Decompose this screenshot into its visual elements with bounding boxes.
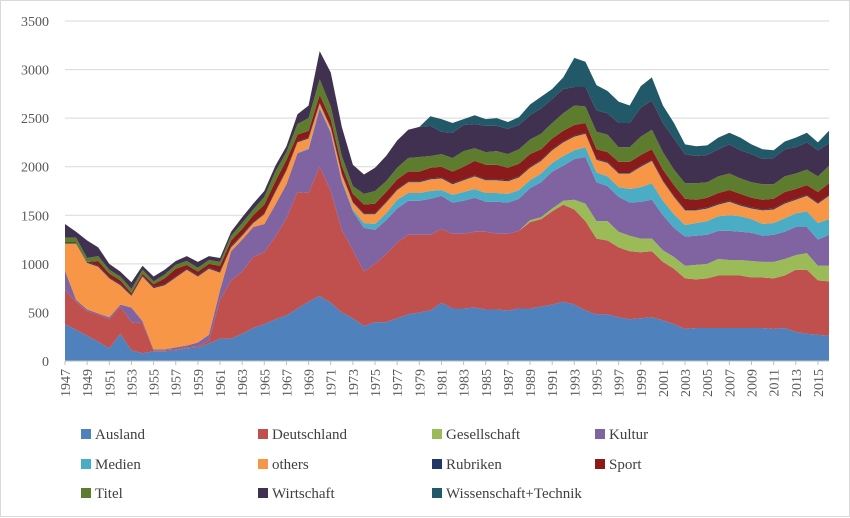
x-tick-label: 1951 <box>103 369 118 397</box>
y-tick-label: 1500 <box>21 209 49 224</box>
x-tick-label: 2005 <box>701 369 716 397</box>
x-tick-label: 2013 <box>790 369 805 397</box>
x-tick-label: 2007 <box>723 369 738 397</box>
area-wirtschaft <box>65 51 829 290</box>
area-kultur <box>65 108 829 351</box>
x-tick-label: 1963 <box>236 369 251 397</box>
y-tick-label: 2000 <box>21 161 49 176</box>
x-tick-label: 1967 <box>280 369 295 397</box>
x-tick-label: 1961 <box>214 369 229 397</box>
x-tick-label: 1953 <box>125 369 140 397</box>
x-tick-label: 1997 <box>613 369 628 397</box>
x-tick-label: 1989 <box>524 369 539 397</box>
x-tick-label: 2003 <box>679 369 694 397</box>
legend-label-gesellschaft: Gesellschaft <box>446 427 521 443</box>
area-wissenschaft-technik <box>65 51 829 283</box>
legend-swatch-others <box>258 459 268 469</box>
area-sport <box>65 94 829 295</box>
legend-label-wirtschaft: Wirtschaft <box>272 486 336 502</box>
legend: Ausland Deutschland Gesellschaft Kultur Medi… <box>81 427 648 502</box>
legend-swatch-wirtschaft <box>258 488 268 498</box>
x-tick-label: 1995 <box>590 369 605 397</box>
legend-swatch-gesellschaft <box>432 429 442 439</box>
area-medien <box>65 107 829 350</box>
y-tick-label: 2500 <box>21 112 49 127</box>
y-tick-label: 0 <box>42 355 49 370</box>
area-rubriken <box>65 102 829 296</box>
x-axis-ticks: 1947 1949 1951 1953 1955 1957 1959 1961 1963 1965… <box>59 361 827 397</box>
legend-label-medien: Medien <box>95 457 141 473</box>
legend-swatch-titel <box>81 488 91 498</box>
x-tick-label: 1959 <box>192 369 207 397</box>
legend-label-others: others <box>272 457 309 473</box>
legend-label-wissenschaft-technik: Wissenschaft+Technik <box>446 486 582 502</box>
x-tick-label: 1955 <box>148 369 163 397</box>
x-tick-label: 2009 <box>745 369 760 397</box>
x-tick-label: 1993 <box>568 369 583 397</box>
legend-swatch-wissenschaft-technik <box>432 488 442 498</box>
x-tick-label: 1975 <box>369 369 384 397</box>
legend-label-sport: Sport <box>609 457 642 473</box>
area-ausland <box>65 295 829 361</box>
x-tick-label: 1983 <box>458 369 473 397</box>
legend-label-titel: Titel <box>95 486 123 502</box>
x-tick-label: 1971 <box>325 369 340 397</box>
legend-label-rubriken: Rubriken <box>446 457 502 473</box>
legend-label-deutschland: Deutschland <box>272 427 347 443</box>
x-tick-label: 1991 <box>546 369 561 397</box>
x-tick-label: 2015 <box>812 369 827 397</box>
legend-label-kultur: Kultur <box>609 427 648 443</box>
x-tick-label: 1965 <box>258 369 273 397</box>
x-tick-label: 2011 <box>768 369 783 396</box>
x-tick-label: 2001 <box>657 369 672 397</box>
x-tick-label: 1999 <box>635 369 650 397</box>
area-titel <box>65 79 829 293</box>
y-tick-label: 500 <box>28 306 49 321</box>
series-areas <box>65 51 829 361</box>
x-tick-label: 1973 <box>347 369 362 397</box>
x-tick-label: 1957 <box>170 369 185 397</box>
x-tick-label: 1977 <box>391 369 406 397</box>
x-tick-label: 1947 <box>59 369 74 397</box>
x-tick-label: 1969 <box>303 369 318 397</box>
x-tick-label: 1979 <box>413 369 428 397</box>
x-tick-label: 1949 <box>81 369 96 397</box>
legend-swatch-sport <box>595 459 605 469</box>
legend-swatch-medien <box>81 459 91 469</box>
legend-swatch-rubriken <box>432 459 442 469</box>
x-tick-label: 1981 <box>435 369 450 397</box>
legend-swatch-kultur <box>595 429 605 439</box>
legend-label-ausland: Ausland <box>95 427 145 443</box>
y-tick-label: 3500 <box>21 15 49 30</box>
area-deutschland <box>65 166 829 354</box>
legend-swatch-deutschland <box>258 429 268 439</box>
y-tick-label: 3000 <box>21 64 49 79</box>
x-tick-label: 1985 <box>480 369 495 397</box>
legend-swatch-ausland <box>81 429 91 439</box>
y-axis-ticks: 0 500 1000 1500 2000 2500 3000 3500 <box>21 15 49 370</box>
x-tick-label: 1987 <box>502 369 517 397</box>
y-tick-label: 1000 <box>21 258 49 273</box>
